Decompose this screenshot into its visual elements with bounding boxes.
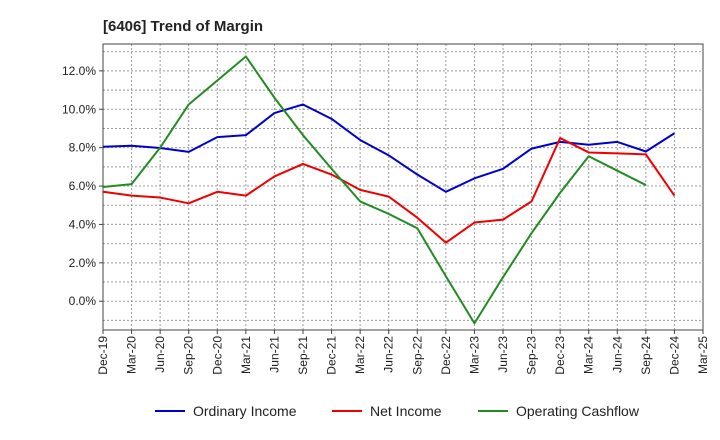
x-tick-label: Dec-23 — [553, 336, 567, 375]
x-tick-label: Jun-22 — [382, 336, 396, 373]
plot-area: 0.0% 2.0% 4.0% 6.0% 8.0% 10.0% 12.0% Dec-19 Mar-… — [62, 43, 710, 375]
x-tick-label: Dec-20 — [210, 336, 224, 375]
y-tick-label: 6.0% — [69, 179, 97, 193]
x-tick-label: Sep-20 — [182, 336, 196, 375]
x-tick-label: Jun-23 — [496, 336, 510, 373]
series-line-1 — [102, 103, 675, 193]
legend-label: Ordinary Income — [193, 403, 297, 419]
y-tick-label: 4.0% — [69, 217, 97, 231]
x-tick-label: Mar-22 — [353, 336, 367, 374]
chart-legend: Ordinary Income Net Income Operating Cashf… — [155, 403, 640, 419]
x-tick-label: Mar-23 — [467, 336, 481, 374]
y-tick-label: 10.0% — [62, 102, 96, 116]
x-tick-label: Dec-21 — [325, 336, 339, 375]
x-tick-label: Jun-21 — [267, 336, 281, 373]
y-tick-label: 0.0% — [69, 294, 97, 308]
x-tick-label: Dec-22 — [439, 336, 453, 375]
x-tick-label: Mar-21 — [239, 336, 253, 374]
x-tick-label: Sep-23 — [525, 336, 539, 375]
x-tick-label: Dec-19 — [96, 336, 110, 375]
x-tick-label: Sep-22 — [410, 336, 424, 375]
x-tick-label: Mar-20 — [125, 336, 139, 374]
x-tick-label: Jun-24 — [610, 336, 624, 373]
series-line-2 — [102, 137, 676, 244]
x-tick-label: Jun-20 — [153, 336, 167, 373]
x-tick-label: Dec-24 — [667, 336, 681, 375]
y-tick-label: 2.0% — [69, 256, 97, 270]
x-tick-label: Sep-21 — [296, 336, 310, 375]
chart-title: [6406] Trend of Margin — [103, 18, 263, 35]
legend-label: Operating Cashflow — [516, 403, 640, 419]
series-line-3 — [102, 55, 647, 325]
x-tick-label: Mar-24 — [582, 336, 596, 374]
x-tick-label: Sep-24 — [639, 336, 653, 375]
y-tick-label: 8.0% — [69, 141, 97, 155]
plot-background — [103, 44, 703, 330]
legend-label: Net Income — [370, 403, 442, 419]
y-tick-label: 12.0% — [62, 64, 96, 78]
x-tick-label: Mar-25 — [696, 336, 710, 374]
